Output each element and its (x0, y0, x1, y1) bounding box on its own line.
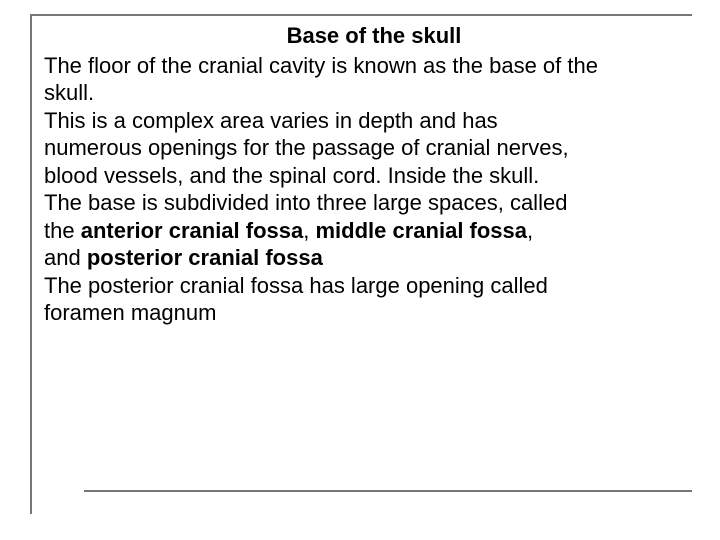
line: This is a complex area varies in depth a… (44, 107, 704, 135)
line: The posterior cranial fossa has large op… (44, 272, 704, 300)
line: numerous openings for the passage of cra… (44, 134, 704, 162)
text: , (303, 218, 315, 243)
line: and posterior cranial fossa (44, 244, 704, 272)
line: foramen magnum (44, 299, 704, 327)
slide-content: Base of the skull The floor of the crani… (44, 22, 704, 327)
text: , (527, 218, 533, 243)
line: The base is subdivided into three large … (44, 189, 704, 217)
body-text: The floor of the cranial cavity is known… (44, 52, 704, 327)
line: the anterior cranial fossa, middle crani… (44, 217, 704, 245)
line: blood vessels, and the spinal cord. Insi… (44, 162, 704, 190)
bold-term-anterior: anterior cranial fossa (81, 218, 304, 243)
text: and (44, 245, 87, 270)
slide-bottom-rule (84, 490, 692, 492)
text: the (44, 218, 81, 243)
slide-title: Base of the skull (44, 22, 704, 50)
bold-term-middle: middle cranial fossa (315, 218, 527, 243)
bold-term-posterior: posterior cranial fossa (87, 245, 323, 270)
line: skull. (44, 79, 704, 107)
line: The floor of the cranial cavity is known… (44, 52, 704, 80)
